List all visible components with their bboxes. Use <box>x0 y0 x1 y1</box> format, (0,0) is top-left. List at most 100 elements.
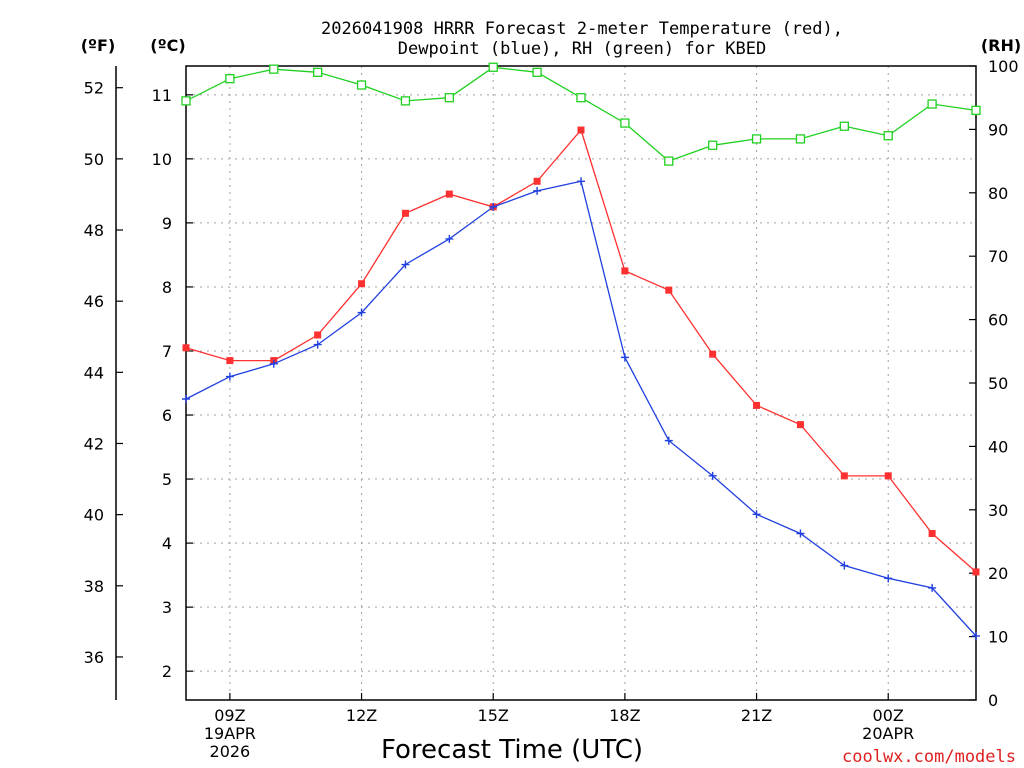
rh-point <box>751 134 762 144</box>
dewpoint-point <box>752 510 761 519</box>
temperature-point <box>577 126 585 134</box>
celsius-tick-label: 5 <box>162 470 172 489</box>
rh-point <box>795 134 806 144</box>
rh-point <box>313 67 323 77</box>
dewpoint-point <box>620 353 629 362</box>
rh-point <box>532 67 542 77</box>
fahrenheit-tick-label: 42 <box>84 434 104 453</box>
temperature-point <box>621 267 629 275</box>
rh-point <box>225 74 235 84</box>
fahrenheit-tick-label: 48 <box>84 221 104 240</box>
temperature-point <box>182 344 190 352</box>
rh-point <box>576 93 586 103</box>
dewpoint-point <box>225 372 234 381</box>
dewpoint-point <box>796 529 805 538</box>
credit-label: coolwx.com/models <box>842 747 1016 767</box>
dewpoint-point <box>357 308 366 317</box>
temperature-point <box>884 472 892 480</box>
chart-title-line-2: Dewpoint (blue), RH (green) for KBED <box>398 39 766 59</box>
dewpoint-point <box>884 574 893 583</box>
x-tick-label: 15Z <box>478 706 509 725</box>
x-tick-label: 18Z <box>609 706 640 725</box>
x-tick-label: 00Z <box>873 706 904 725</box>
celsius-tick-label: 8 <box>162 278 172 297</box>
rh-tick-label: 0 <box>988 691 998 710</box>
x-tick-label: 20APR <box>862 724 914 743</box>
dewpoint-point <box>972 631 980 640</box>
data-series <box>181 62 981 640</box>
temperature-point <box>445 190 453 198</box>
dewpoint-line <box>185 180 977 637</box>
rh-tick-label: 60 <box>988 311 1008 330</box>
celsius-tick-label: 2 <box>162 662 172 681</box>
rh-line <box>185 66 977 162</box>
rh-point <box>269 64 279 74</box>
celsius-tick-label: 9 <box>162 214 172 233</box>
dewpoint-point <box>664 436 673 445</box>
rh-tick-label: 10 <box>988 628 1008 647</box>
temperature-point <box>226 357 234 365</box>
rh-tick-label: 20 <box>988 564 1008 583</box>
rh-point <box>708 140 718 150</box>
fahrenheit-tick-label: 46 <box>84 292 104 311</box>
celsius-tick-label: 6 <box>162 406 172 425</box>
fahrenheit-tick-label: 40 <box>84 506 104 525</box>
celsius-tick-label: 11 <box>152 86 172 105</box>
fahrenheit-tick-label: 44 <box>84 363 104 382</box>
rh-point <box>883 131 893 141</box>
dewpoint-point <box>445 234 454 243</box>
axes: 36 38 40 42 44 46 48 50 52 2 3 4 5 6 7 8 9 10 11 0 10 20 30 40 5… <box>84 57 1019 761</box>
temperature-point <box>928 529 936 537</box>
rh-point <box>664 156 674 166</box>
rh-point <box>400 96 411 106</box>
x-tick-label: 09Z <box>214 706 245 725</box>
temperature-point <box>358 280 366 288</box>
rh-point <box>971 105 981 116</box>
x-tick-label: 2026 <box>210 742 251 761</box>
dewpoint-point <box>401 260 410 269</box>
x-tick-label: 19APR <box>204 724 256 743</box>
x-tick-label: 12Z <box>346 706 377 725</box>
fahrenheit-tick-label: 36 <box>84 648 104 667</box>
rh-tick-label: 50 <box>988 374 1008 393</box>
rh-point <box>927 99 937 109</box>
fahrenheit-tick-label: 50 <box>84 150 104 169</box>
temperature-point <box>533 177 541 185</box>
temperature-point <box>753 401 761 409</box>
temperature-point <box>314 331 322 339</box>
rh-point <box>356 80 367 90</box>
dewpoint-point <box>840 561 849 570</box>
temperature-point <box>972 568 980 576</box>
rh-tick-label: 70 <box>988 247 1008 266</box>
rh-tick-label: 90 <box>988 120 1008 139</box>
rh-tick-label: 40 <box>988 437 1008 456</box>
rh-point <box>488 62 498 72</box>
dewpoint-point <box>533 186 542 195</box>
x-tick-label: 21Z <box>741 706 772 725</box>
rh-point <box>181 96 191 106</box>
dewpoint-point <box>708 471 717 480</box>
fahrenheit-tick-label: 52 <box>84 79 104 98</box>
rh-point <box>839 121 849 131</box>
celsius-tick-label: 4 <box>162 534 172 553</box>
rh-tick-label: 100 <box>988 57 1019 76</box>
gridlines <box>186 66 976 700</box>
chart-title-line-1: 2026041908 HRRR Forecast 2-meter Tempera… <box>321 19 843 39</box>
celsius-axis-label: (ºC) <box>150 36 185 55</box>
rh-point <box>620 118 630 128</box>
temperature-point <box>709 350 717 358</box>
dewpoint-point <box>182 395 190 404</box>
temperature-point <box>840 472 848 480</box>
dewpoint-point <box>489 202 498 211</box>
celsius-tick-label: 7 <box>162 342 172 361</box>
dewpoint-point <box>928 583 937 592</box>
dewpoint-point <box>269 359 278 368</box>
temperature-point <box>665 286 673 294</box>
celsius-tick-label: 10 <box>152 150 172 169</box>
rh-axis-label: (RH) <box>981 36 1021 55</box>
dewpoint-point <box>577 177 585 186</box>
celsius-tick-label: 3 <box>162 598 172 617</box>
fahrenheit-axis-label: (ºF) <box>81 36 116 55</box>
fahrenheit-tick-label: 38 <box>84 577 104 596</box>
